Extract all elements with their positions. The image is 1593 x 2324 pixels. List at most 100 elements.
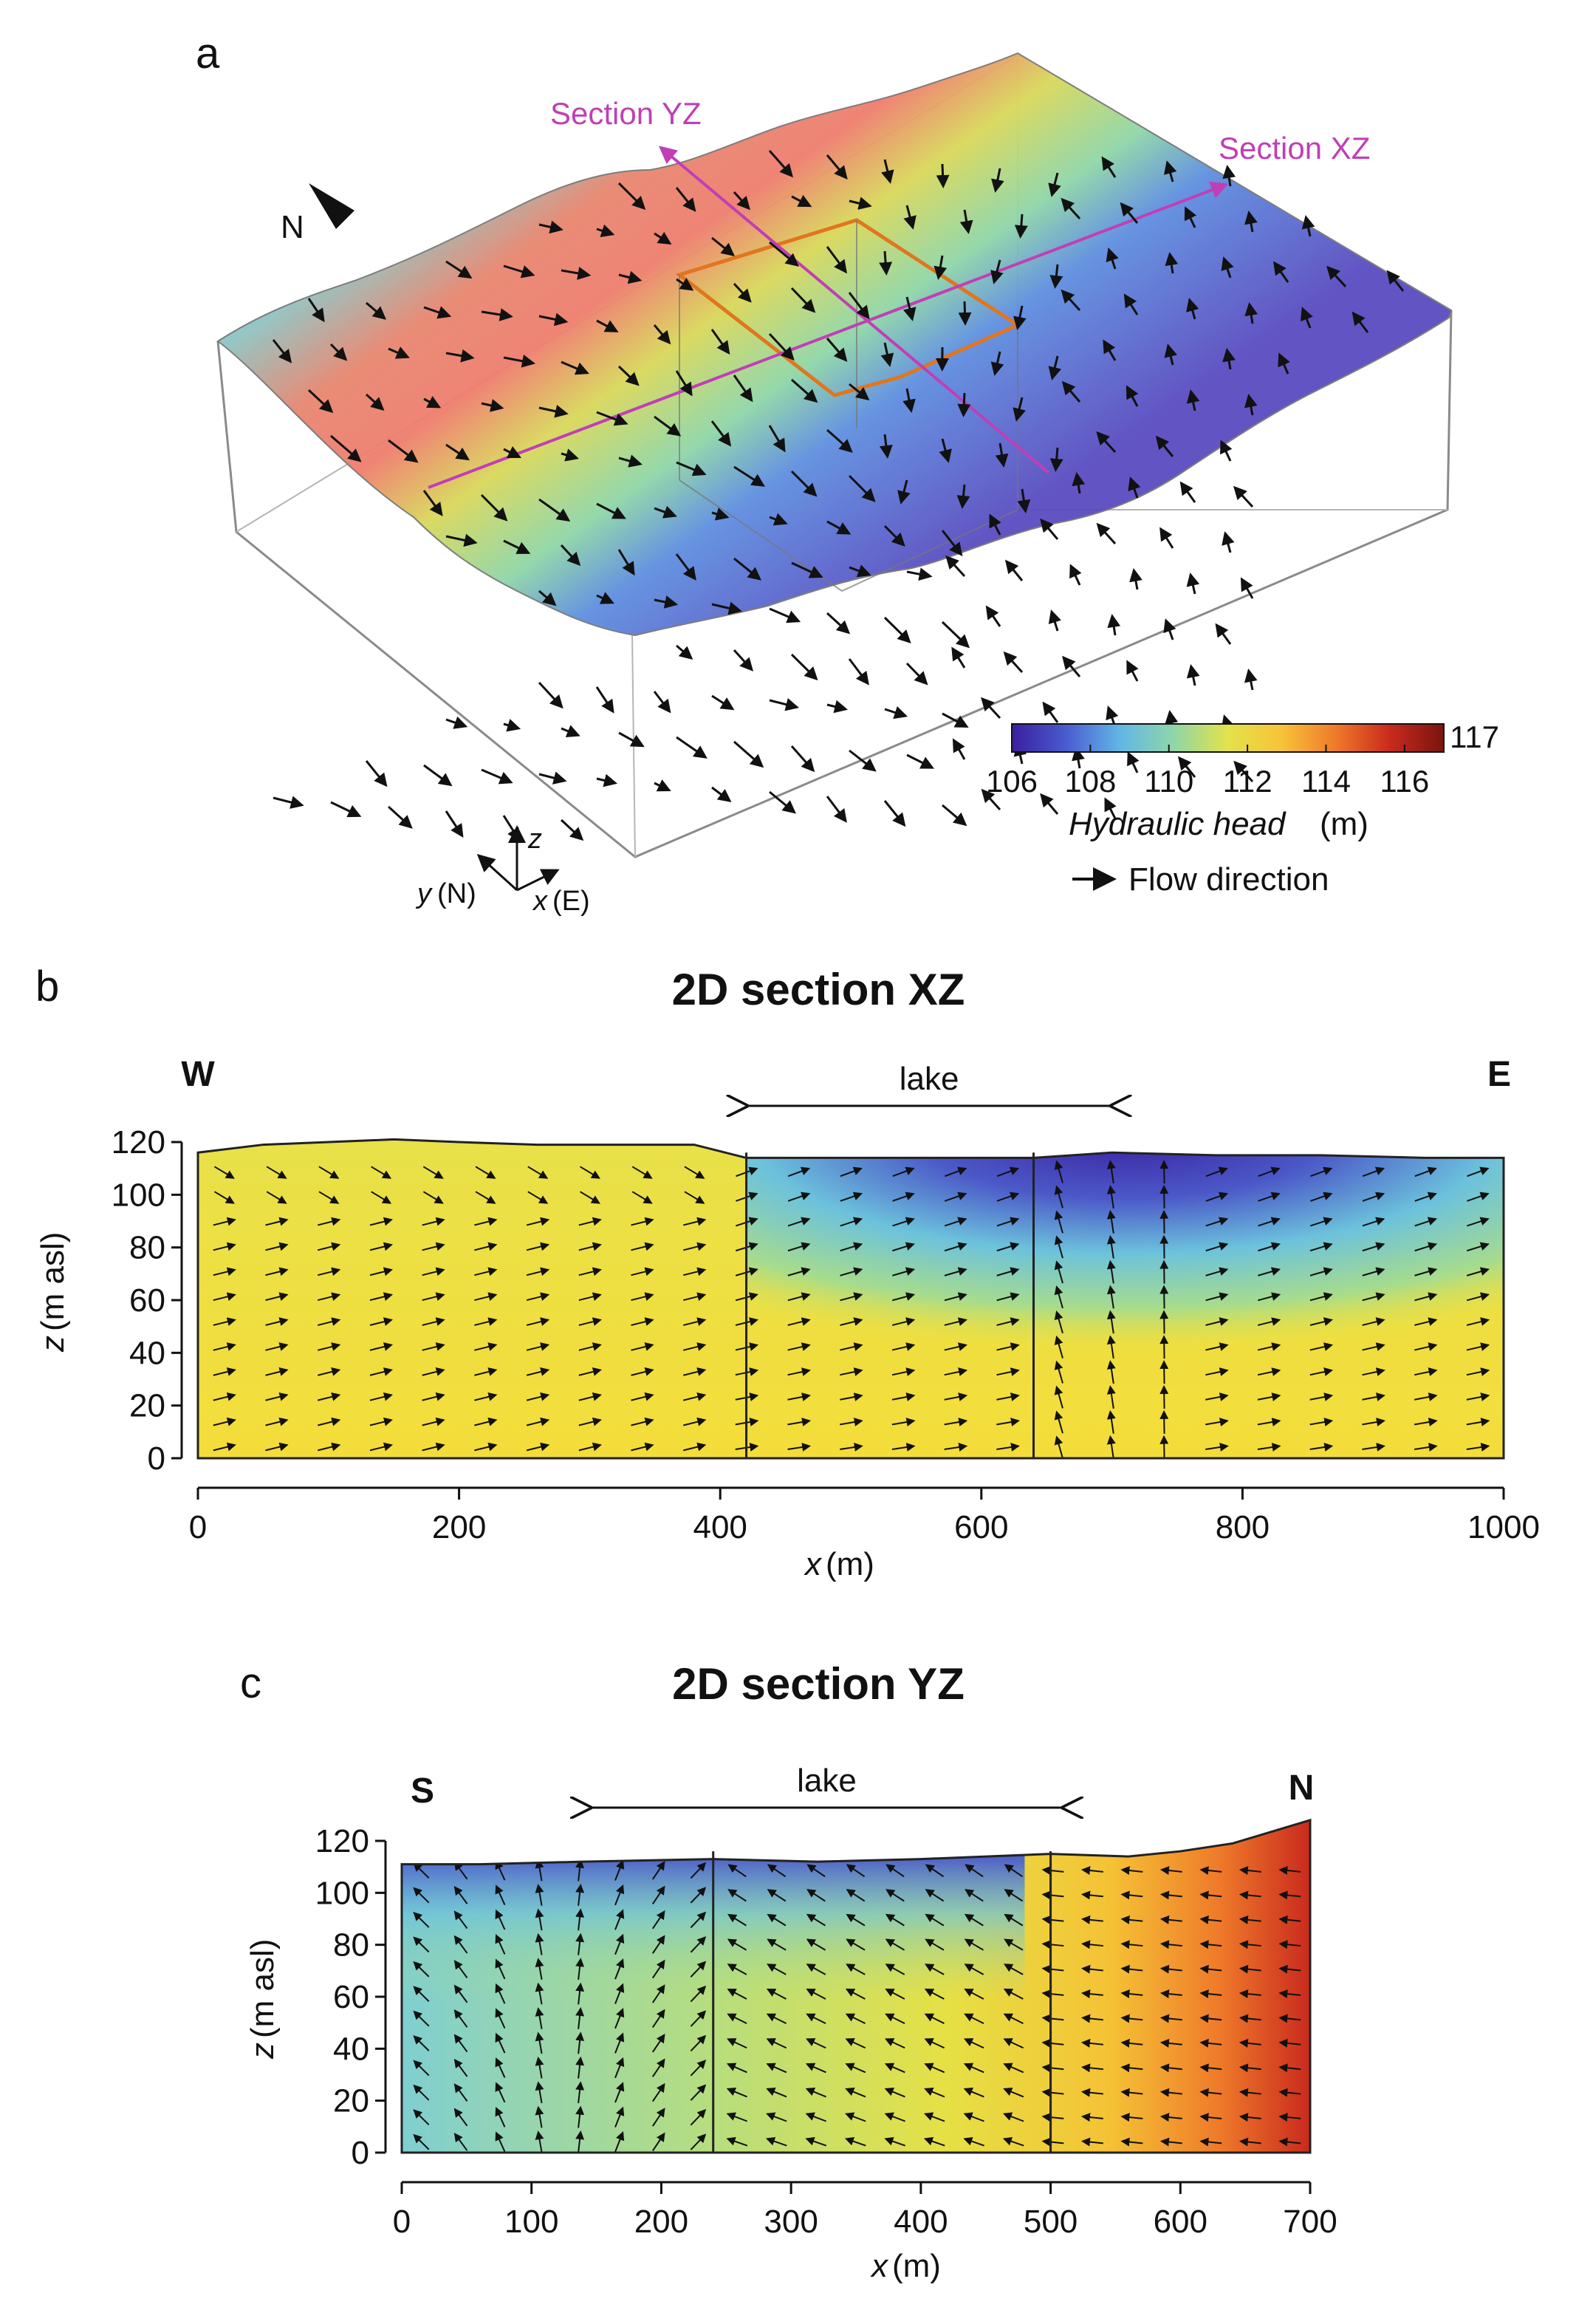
flow-arrow	[265, 1417, 289, 1426]
flow-arrow	[996, 1267, 1020, 1277]
flow-arrow	[996, 1392, 1020, 1401]
flow-arrow	[924, 2088, 945, 2098]
flow-arrow	[902, 388, 916, 413]
flow-arrow	[897, 479, 911, 505]
flow-arrow	[614, 1909, 625, 1930]
flow-arrow	[964, 1938, 984, 1951]
flow-arrow	[631, 1267, 654, 1277]
flow-arrow	[1080, 1940, 1103, 1949]
flow-arrow	[965, 1864, 984, 1878]
flow-arrow	[1278, 2014, 1301, 2023]
flow-arrow	[538, 220, 563, 234]
flow-arrow	[614, 1958, 625, 1980]
flow-arrow	[1222, 531, 1235, 553]
flow-arrow	[1414, 1367, 1438, 1376]
flow-arrow	[965, 1889, 984, 1902]
flow-arrow	[769, 697, 799, 711]
flow-arrow	[1159, 1915, 1182, 1924]
flow-arrow	[1080, 2014, 1103, 2023]
flow-arrow	[1041, 2063, 1064, 2073]
flow-arrow	[503, 264, 535, 278]
flow-arrow	[1049, 264, 1063, 289]
flow-arrow	[675, 370, 693, 397]
flow-arrow	[631, 1217, 654, 1226]
flow-arrow	[1309, 1342, 1334, 1351]
flow-arrow	[445, 349, 475, 363]
flow-arrow	[727, 1864, 747, 1878]
flow-arrow	[422, 1392, 445, 1401]
flow-arrow	[481, 399, 504, 412]
flow-arrow	[944, 1367, 968, 1376]
flow-arrow	[1048, 355, 1062, 380]
flow-arrow	[453, 1984, 468, 2003]
flow-arrow	[1205, 1192, 1229, 1202]
flow-arrow	[1054, 1285, 1063, 1309]
flow-arrow	[1106, 1160, 1116, 1183]
flow-arrow	[1080, 1866, 1103, 1876]
flow-arrow	[614, 1933, 625, 1955]
colorbar-max-label: 117	[1450, 720, 1499, 754]
flow-arrow	[474, 1292, 498, 1302]
flow-arrow	[941, 530, 963, 556]
flow-arrow	[560, 544, 581, 567]
flow-arrow	[1120, 2137, 1143, 2147]
flow-arrow	[526, 1217, 550, 1226]
flow-arrow	[1199, 1866, 1222, 1876]
flow-arrow	[766, 2038, 787, 2049]
flow-arrow	[453, 2108, 468, 2127]
flow-arrow	[1061, 197, 1081, 220]
flow-arrow	[733, 557, 762, 581]
flow-arrow	[884, 2136, 906, 2147]
flow-arrow	[885, 1988, 905, 2000]
flow-arrow	[1362, 1317, 1385, 1326]
flow-arrow	[651, 2009, 665, 2029]
flow-arrow	[1106, 1385, 1116, 1409]
flow-arrow	[1309, 1317, 1333, 1326]
flow-arrow	[924, 2062, 945, 2074]
flow-arrow	[474, 1417, 498, 1426]
flow-arrow	[941, 621, 970, 649]
flow-arrow	[1041, 1915, 1064, 1924]
flow-arrow	[1054, 1335, 1063, 1358]
flow-arrow	[711, 694, 735, 711]
flow-arrow	[413, 2109, 430, 2126]
flow-arrow	[1362, 1267, 1385, 1277]
flow-arrow	[614, 2131, 625, 2153]
flow-arrow	[1004, 1864, 1024, 1878]
flow-arrow	[1309, 1242, 1333, 1252]
flow-arrow	[445, 533, 478, 547]
flow-arrow	[840, 1166, 863, 1178]
flow-arrow	[826, 612, 851, 635]
flow-arrow	[892, 1166, 915, 1178]
flow-arrow	[766, 1988, 787, 2000]
flow-arrow	[575, 1859, 585, 1882]
flow-arrow	[596, 224, 615, 237]
flow-arrow	[1120, 1915, 1143, 1924]
section-xz-label: Section XZ	[1219, 131, 1370, 165]
flow-arrow	[1106, 1209, 1116, 1234]
flow-arrow	[1186, 298, 1199, 320]
flow-arrow	[892, 1242, 915, 1252]
flow-arrow	[1002, 2136, 1024, 2147]
flow-arrow	[474, 1367, 498, 1376]
flow-arrow	[787, 1166, 811, 1178]
flow-arrow	[1106, 247, 1119, 270]
flow-arrow	[787, 1217, 811, 1227]
flow-arrow	[787, 1342, 811, 1351]
chart-c-title: 2D section YZ	[672, 1659, 965, 1709]
panel-c: c 2D section YZ S N lake 0 20 40 60 80 100 120…	[240, 1659, 1337, 2284]
flow-arrow	[765, 2136, 787, 2147]
flow-arrow	[538, 498, 571, 522]
flow-arrow	[769, 607, 801, 623]
flow-arrow	[1080, 2113, 1103, 2122]
flow-arrow	[1041, 1890, 1064, 1900]
flow-arrow	[942, 804, 967, 827]
flow-arrow	[1003, 2013, 1024, 2025]
flow-arrow	[944, 1342, 968, 1351]
flow-arrow	[939, 438, 952, 463]
section-xz-line	[428, 181, 1229, 489]
flow-arrow	[535, 2130, 544, 2153]
flow-arrow	[1240, 577, 1254, 599]
x-tick-label: 700	[1283, 2204, 1337, 2240]
flow-arrow	[787, 1242, 811, 1252]
